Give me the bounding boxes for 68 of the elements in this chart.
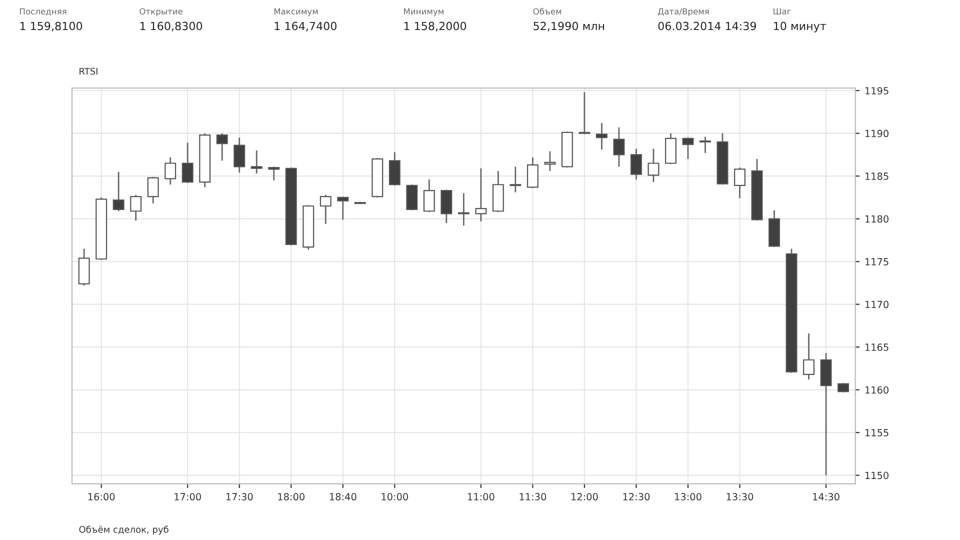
candlestick xyxy=(510,166,522,194)
candlestick xyxy=(320,194,332,225)
text: Шаг xyxy=(774,8,791,15)
y-tick-label: 1160 xyxy=(865,386,888,394)
candlestick xyxy=(596,122,608,150)
candlestick xyxy=(544,150,556,172)
x-tick-label: 17:30 xyxy=(226,493,253,500)
candlestick xyxy=(578,92,590,135)
y-tick-label: 1185 xyxy=(865,172,888,180)
text: 10 минут xyxy=(774,22,826,32)
x-tick-label: 11:30 xyxy=(520,493,546,500)
text: 06.03.2014 14:39 xyxy=(658,22,756,30)
x-tick-label: 17:00 xyxy=(174,493,201,500)
y-tick-label: 1150 xyxy=(865,472,888,480)
text: Открытие xyxy=(140,8,182,16)
y-tick-label: 1175 xyxy=(865,258,888,266)
x-tick-label: 10:00 xyxy=(382,493,408,500)
y-tick-label: 1155 xyxy=(865,429,888,436)
y-tick-label: 1190 xyxy=(865,130,888,138)
text: Дата/Время xyxy=(658,8,709,16)
text: Объём сделок, руб xyxy=(79,526,168,535)
x-tick-label: 16:00 xyxy=(88,493,115,500)
candlestick xyxy=(164,156,176,186)
candlestick xyxy=(423,178,435,213)
candlestick xyxy=(526,156,538,189)
candlestick xyxy=(388,151,400,186)
x-tick-label: 14:30 xyxy=(813,493,840,500)
chart-title: RTSI xyxy=(80,68,98,75)
candlestick xyxy=(182,142,194,184)
text: 1 164,7400 xyxy=(274,22,336,32)
candlestick xyxy=(130,194,142,222)
candlestick xyxy=(440,189,452,224)
y-tick-label: 1180 xyxy=(865,215,888,223)
text: Объем xyxy=(533,8,562,15)
x-tick-label: 12:00 xyxy=(572,493,598,500)
text: Максимум xyxy=(274,8,318,16)
candlestick xyxy=(250,150,262,174)
candlestick xyxy=(838,382,850,394)
candlestick xyxy=(216,132,228,162)
candlestick xyxy=(803,332,815,380)
text: 1 159,8100 xyxy=(20,22,82,32)
text: 1 158,2000 xyxy=(404,22,466,32)
candlestick xyxy=(337,196,349,220)
x-tick-label: 11:00 xyxy=(468,493,494,500)
x-tick-label: 12:30 xyxy=(623,493,650,500)
candlestick xyxy=(406,184,418,211)
candlestick xyxy=(700,136,711,154)
x-tick-label: 18:40 xyxy=(330,493,356,500)
candlestick xyxy=(648,148,660,183)
candlestick xyxy=(268,166,280,182)
x-tick-label: 18:00 xyxy=(278,493,304,500)
x-tick-label: 13:30 xyxy=(726,493,754,500)
text: Минимум xyxy=(404,8,444,16)
candlestick xyxy=(630,148,642,180)
text: Последняя xyxy=(20,8,66,16)
candlestick xyxy=(682,136,694,160)
candlestick xyxy=(112,171,124,212)
y-tick-label: 1195 xyxy=(865,87,888,94)
candlestick xyxy=(234,136,246,174)
candlestick xyxy=(613,126,625,168)
y-tick-label: 1165 xyxy=(865,344,888,351)
candlestick xyxy=(734,166,746,199)
y-tick-label: 1170 xyxy=(865,300,888,308)
candlestick xyxy=(147,176,159,204)
text: 52,1990 млн xyxy=(534,22,604,32)
text: 1 160,8300 xyxy=(140,22,202,32)
x-tick-label: 13:00 xyxy=(675,493,702,500)
candlestick xyxy=(475,168,487,222)
